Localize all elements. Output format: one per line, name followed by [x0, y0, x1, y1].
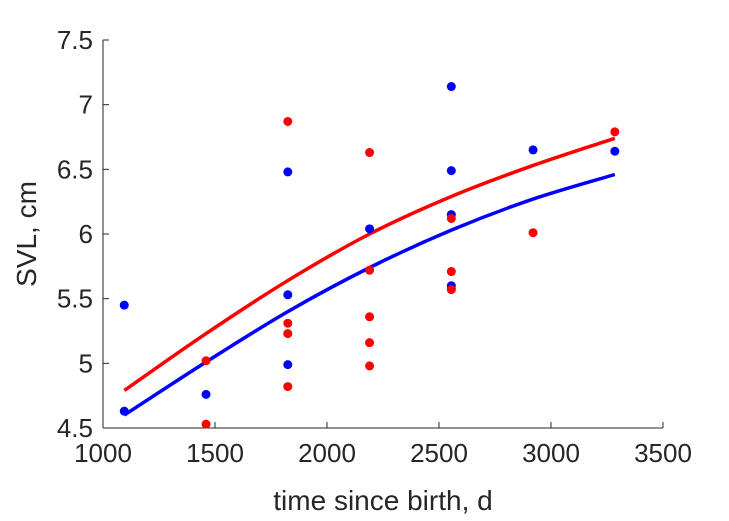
fit-curve-blue [123, 172, 616, 417]
x-axis-label: time since birth, d [273, 485, 492, 516]
y-tick-label: 4.5 [57, 413, 93, 443]
data-point-red [283, 382, 293, 392]
data-point-blue [446, 166, 456, 176]
x-tick-labels: 1000 1500 2000 2500 3000 3500 [74, 438, 692, 468]
data-points [119, 82, 620, 429]
data-point-red [201, 356, 211, 366]
fit-curves [123, 136, 616, 417]
data-point-red [446, 285, 456, 295]
y-tick-labels: 4.5 5 5.5 6 6.5 7 7.5 [57, 25, 93, 443]
data-point-blue [283, 360, 293, 370]
data-point-blue [528, 145, 538, 155]
data-point-blue [365, 224, 375, 234]
y-tick-label: 6 [79, 219, 93, 249]
data-point-red [528, 228, 538, 238]
data-point-blue [201, 389, 211, 399]
y-tick-label: 7.5 [57, 25, 93, 55]
data-point-blue [119, 406, 129, 416]
data-point-blue [610, 146, 620, 156]
data-point-red [365, 148, 375, 158]
data-point-red [201, 419, 211, 429]
data-point-red [283, 329, 293, 339]
y-tick-label: 7 [79, 90, 93, 120]
data-point-red [283, 116, 293, 126]
x-tick-label: 1000 [74, 438, 132, 468]
data-point-red [365, 361, 375, 371]
data-point-red [610, 127, 620, 137]
data-point-blue [119, 300, 129, 310]
data-point-red [365, 265, 375, 275]
data-point-red [446, 267, 456, 277]
data-point-blue [283, 167, 293, 177]
y-tick-label: 5.5 [57, 284, 93, 314]
data-point-blue [446, 82, 456, 92]
y-tick-label: 5 [79, 348, 93, 378]
data-point-red [365, 312, 375, 322]
data-point-red [446, 213, 456, 223]
data-point-blue [283, 290, 293, 300]
y-tick-label: 6.5 [57, 154, 93, 184]
x-tick-label: 3000 [522, 438, 580, 468]
fit-curve-red [123, 136, 616, 392]
x-tick-label: 2500 [410, 438, 468, 468]
x-tick-label: 3500 [634, 438, 692, 468]
data-point-red [283, 318, 293, 328]
data-point-red [365, 338, 375, 348]
y-axis-label: SVL, cm [11, 181, 42, 287]
x-tick-label: 1500 [186, 438, 244, 468]
axes [102, 39, 664, 429]
x-tick-label: 2000 [298, 438, 356, 468]
